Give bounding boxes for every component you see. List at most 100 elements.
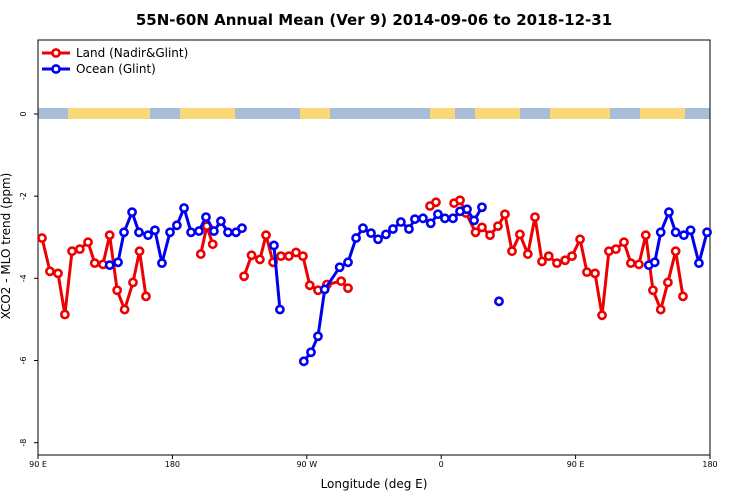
point (440, 213, 450, 224)
point (165, 227, 175, 238)
point (255, 254, 265, 265)
point (157, 258, 167, 269)
point (567, 251, 577, 262)
point (425, 218, 436, 229)
point (462, 204, 472, 215)
legend-marker (51, 64, 61, 74)
point (522, 249, 533, 259)
point (431, 197, 441, 208)
point (143, 230, 153, 241)
point (119, 227, 129, 238)
point (469, 215, 479, 226)
y-axis-label: XCO2 - MLO trend (ppm) (0, 173, 13, 320)
point (336, 276, 347, 287)
point (543, 251, 554, 262)
point (313, 331, 323, 342)
point (343, 283, 353, 294)
y-tick-label: -6 (19, 357, 28, 365)
point (410, 214, 420, 225)
series-line (40, 198, 685, 316)
point (590, 268, 600, 279)
point (678, 230, 689, 241)
point (83, 237, 93, 248)
point (685, 225, 696, 236)
x-tick-label: 90 E (29, 460, 47, 469)
point (448, 213, 458, 224)
point (195, 249, 206, 259)
point (283, 251, 294, 262)
point (319, 284, 330, 295)
x-tick-label: 0 (439, 460, 444, 469)
point (298, 356, 309, 367)
point (358, 223, 368, 234)
x-tick-label: 90 E (567, 460, 585, 469)
point (128, 277, 138, 288)
point (291, 247, 301, 258)
point (74, 244, 85, 255)
point (649, 257, 660, 268)
point (67, 246, 77, 257)
legend-label: Ocean (Glint) (76, 62, 156, 76)
y-tick-label: -4 (19, 274, 28, 282)
point (507, 246, 517, 257)
point (373, 234, 383, 245)
point (640, 230, 651, 241)
y-tick-label: 0 (19, 111, 28, 116)
point (388, 224, 398, 234)
point (404, 224, 414, 234)
point (366, 228, 376, 239)
point (670, 227, 681, 238)
point (500, 209, 510, 220)
point (261, 230, 271, 241)
point (530, 212, 540, 222)
point (702, 227, 712, 238)
point (201, 212, 211, 222)
x-tick-label: 90 W (296, 460, 317, 469)
y-tick-label: -2 (19, 192, 28, 200)
point (89, 258, 100, 269)
point (662, 277, 673, 288)
point (298, 251, 308, 262)
point (664, 207, 674, 218)
point (514, 229, 525, 240)
point (237, 223, 247, 234)
point (493, 221, 503, 232)
point (179, 203, 189, 213)
point (597, 310, 607, 321)
point (37, 233, 47, 243)
point (186, 227, 196, 238)
point (134, 246, 145, 257)
point (104, 230, 115, 241)
point (119, 304, 130, 315)
point (275, 304, 285, 315)
point (470, 227, 481, 238)
point (113, 257, 123, 268)
point (216, 216, 226, 227)
point (53, 268, 63, 279)
point (209, 226, 219, 236)
map-strip (38, 108, 710, 119)
point (134, 227, 144, 238)
x-axis-label: Longitude (deg E) (321, 477, 428, 491)
point (418, 213, 428, 224)
chart-title: 55N-60N Annual Mean (Ver 9) 2014-09-06 t… (136, 11, 612, 29)
point (207, 239, 218, 250)
point (150, 225, 160, 236)
point (537, 256, 547, 267)
point (223, 227, 233, 238)
point (477, 222, 487, 233)
point (485, 230, 495, 241)
point (343, 257, 353, 268)
point (334, 262, 345, 273)
y-tick-label: -8 (19, 439, 28, 447)
point (582, 267, 592, 278)
point (45, 266, 55, 277)
point (276, 251, 286, 262)
point (619, 237, 629, 248)
point (395, 217, 406, 227)
point (552, 258, 562, 269)
point (575, 234, 585, 245)
point (670, 246, 681, 257)
point (194, 226, 204, 236)
